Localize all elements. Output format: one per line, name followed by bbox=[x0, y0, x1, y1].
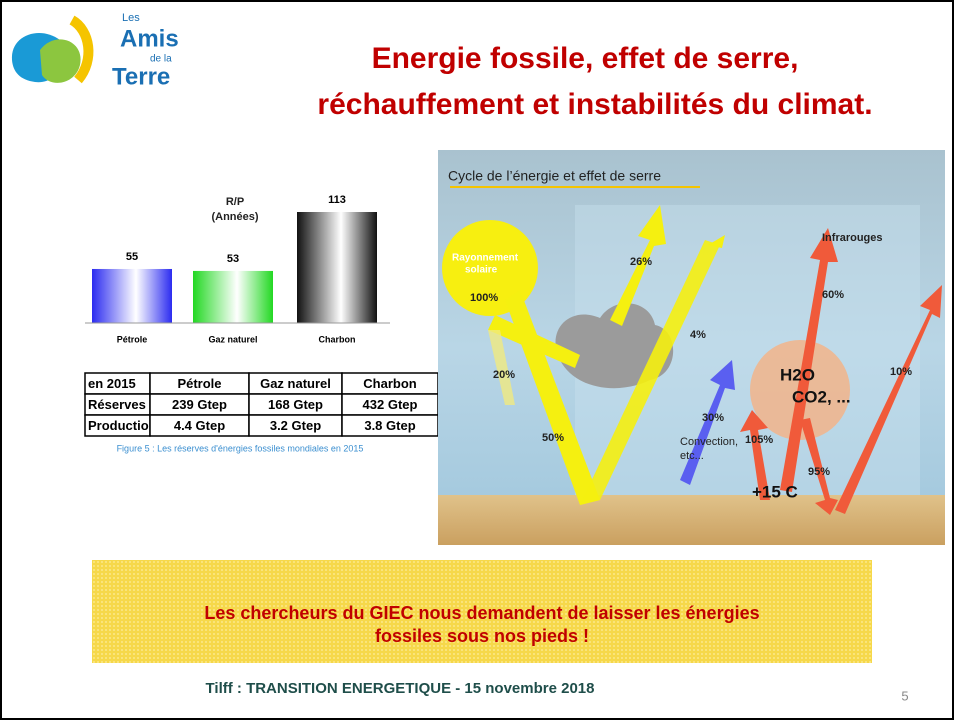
chart-title: R/P bbox=[226, 196, 244, 208]
diagram-title: Cycle de l’énergie et effet de serre bbox=[448, 168, 661, 184]
diagram-label: 26% bbox=[630, 256, 652, 268]
data-label: 55 bbox=[126, 251, 138, 263]
table-text: Gaz naturel bbox=[260, 376, 331, 391]
diagram-label: +15 C bbox=[752, 482, 798, 501]
diagram-label: 20% bbox=[493, 369, 515, 381]
figure-caption: Figure 5 : Les réserves d'énergies fossi… bbox=[117, 443, 364, 453]
table-text: 168 Gtep bbox=[268, 397, 323, 412]
diagram-label: 95% bbox=[808, 466, 830, 478]
data-label: 113 bbox=[328, 194, 346, 206]
table-text: 239 Gtep bbox=[172, 397, 227, 412]
slide: Les Amis de la Terre Energie fossile, ef… bbox=[0, 0, 954, 720]
diagram-label: 4% bbox=[690, 329, 706, 341]
diagram-label: 100% bbox=[470, 292, 498, 304]
footer: Tilff : TRANSITION ENERGETIQUE - 15 nove… bbox=[206, 680, 595, 697]
diagram-label: Infrarouges bbox=[822, 232, 883, 244]
diagram-label: Convection, bbox=[680, 436, 738, 448]
diagram-label: solaire bbox=[465, 265, 498, 276]
diagram-label: 30% bbox=[702, 412, 724, 424]
logo-text: Amis bbox=[120, 25, 179, 52]
table-text: 432 Gtep bbox=[363, 397, 418, 412]
table: en 2015 Pétrole Gaz naturel Charbon Réserves… bbox=[85, 373, 438, 436]
callout-text: Les chercheurs du GIEC nous demandent de… bbox=[204, 603, 759, 623]
table-text: 3.8 Gtep bbox=[364, 418, 415, 433]
diagram-label: H2O bbox=[780, 365, 815, 384]
table-text: 4.4 Gtep bbox=[174, 418, 225, 433]
page-number: 5 bbox=[901, 688, 908, 703]
data-label: 53 bbox=[227, 253, 239, 265]
x-tick-label: Gaz naturel bbox=[208, 334, 257, 344]
callout-text: fossiles sous nos pieds ! bbox=[375, 626, 589, 646]
table-text: Réserves bbox=[88, 397, 146, 412]
diagram: Cycle de l’énergie et effet de serre Ray… bbox=[438, 150, 945, 545]
diagram-label: etc... bbox=[680, 450, 704, 462]
bar bbox=[193, 271, 273, 323]
diagram-label: 50% bbox=[542, 432, 564, 444]
diagram-label: Rayonnement bbox=[452, 253, 519, 264]
table-text: Charbon bbox=[363, 376, 417, 391]
diagram-label: 60% bbox=[822, 289, 844, 301]
logo-text: Les bbox=[122, 12, 140, 24]
table-text: 3.2 Gtep bbox=[270, 418, 321, 433]
slide-title: réchauffement et instabilités du climat. bbox=[317, 88, 872, 121]
diagram-label: CO2, ... bbox=[792, 387, 851, 406]
table-text: Pétrole bbox=[177, 376, 221, 391]
table-text: en 2015 bbox=[88, 376, 136, 391]
chart-subtitle: (Années) bbox=[211, 211, 258, 223]
diagram-label: 10% bbox=[890, 366, 912, 378]
diagram-label: 105% bbox=[745, 434, 773, 446]
x-tick-label: Charbon bbox=[319, 334, 356, 344]
logo-text: Terre bbox=[112, 63, 170, 90]
table-text: Production bbox=[88, 418, 157, 433]
x-tick-label: Pétrole bbox=[117, 334, 148, 344]
bar bbox=[297, 212, 377, 323]
slide-title: Energie fossile, effet de serre, bbox=[372, 42, 799, 75]
bar bbox=[92, 269, 172, 323]
